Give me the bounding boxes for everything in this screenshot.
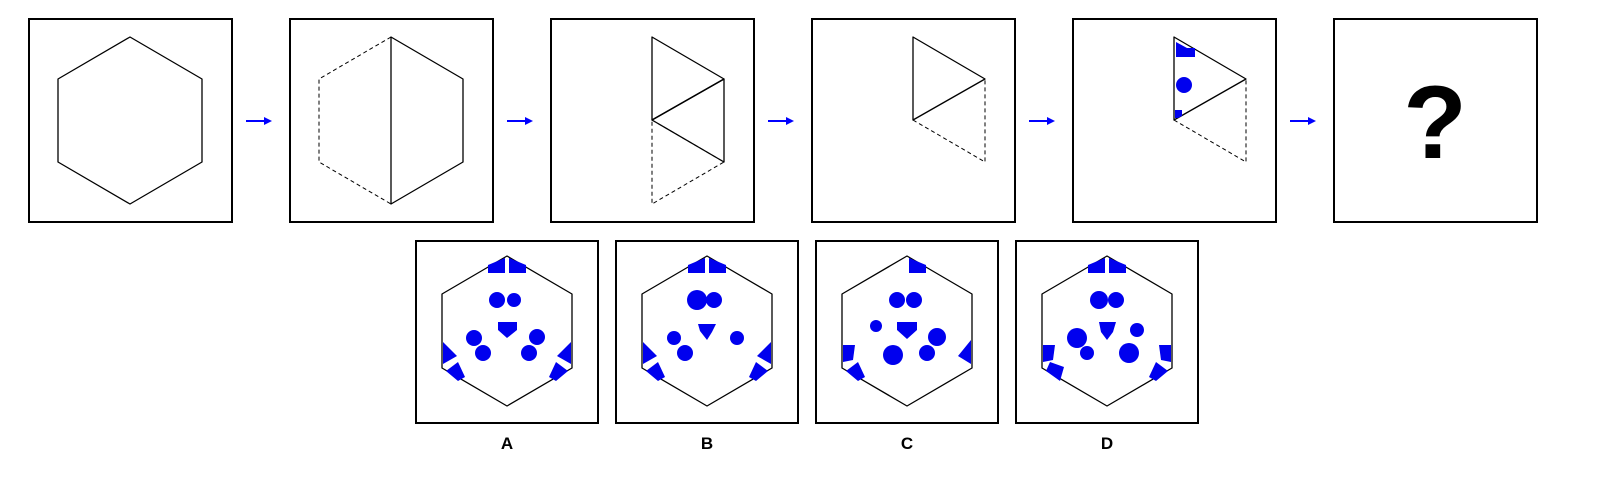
step-5-panel <box>1072 18 1277 223</box>
fold-3-shaded-triangle <box>912 36 986 121</box>
hole-left-edge <box>643 342 657 364</box>
hole-circle <box>667 331 681 345</box>
hole-bottom-left <box>1046 362 1064 381</box>
hole-circle <box>1067 328 1087 348</box>
step-2-panel <box>289 18 494 223</box>
hole-bottom-left <box>446 362 465 381</box>
option-a-holes <box>443 258 571 381</box>
hole-circle <box>466 330 482 346</box>
hole-top-right <box>1109 258 1126 273</box>
hole-left-edge <box>443 342 457 364</box>
question-frame <box>1333 18 1538 223</box>
hole-right-edge <box>1159 345 1171 362</box>
hole-center-arrow <box>698 324 716 340</box>
question-panel: ? <box>1333 18 1538 223</box>
punched-triangle <box>1173 36 1247 121</box>
hole-right-edge <box>557 342 571 364</box>
hole-circle <box>906 292 922 308</box>
hole-circle <box>1090 291 1108 309</box>
option-b[interactable]: B <box>615 240 799 453</box>
hole-circle <box>730 331 744 345</box>
arrow-4 <box>1029 117 1055 125</box>
hole-top-left <box>1088 258 1105 273</box>
option-d-label[interactable]: D <box>1101 434 1113 453</box>
option-b-label[interactable]: B <box>701 434 713 453</box>
arrow-5 <box>1290 117 1316 125</box>
option-b-hexagon <box>641 255 773 407</box>
option-c[interactable]: C <box>815 240 999 453</box>
option-d-holes <box>1043 258 1171 381</box>
option-d[interactable]: D <box>1015 240 1199 453</box>
hole-circle <box>1119 343 1139 363</box>
option-d-hexagon <box>1041 255 1173 407</box>
hole-top-left <box>688 258 705 273</box>
hole-circle <box>1130 323 1144 337</box>
hole-left-edge <box>843 345 855 362</box>
hole-left-edge <box>1043 345 1055 362</box>
fold-2-shaded-middle <box>651 78 725 163</box>
hole-right-edge <box>958 340 971 364</box>
step-1-frame <box>28 18 233 223</box>
hole-center-arrow <box>1099 322 1116 340</box>
hole-circle <box>507 293 521 307</box>
option-b-holes <box>643 258 771 381</box>
arrow-3 <box>768 117 794 125</box>
step-4-panel <box>811 18 1016 223</box>
hole-circle <box>529 329 545 345</box>
hole-right-edge <box>757 342 771 364</box>
hole-bottom-right <box>1149 362 1168 381</box>
option-a[interactable]: A <box>415 240 599 453</box>
hole-circle <box>489 292 505 308</box>
arrow-2 <box>507 117 533 125</box>
option-a-hexagon <box>441 255 573 407</box>
hole-circle <box>475 345 491 361</box>
option-c-label[interactable]: C <box>901 434 913 453</box>
punch-circle <box>1176 77 1192 93</box>
hole-top-left <box>488 258 505 273</box>
punch-corner-top <box>1176 42 1195 57</box>
hole-circle <box>870 320 882 332</box>
hole-top-right <box>709 258 726 273</box>
step-3-panel <box>550 18 755 223</box>
punch-corner-bottom <box>1175 110 1182 118</box>
option-c-hexagon <box>841 255 973 407</box>
hole-top-right <box>509 258 526 273</box>
hole-top-right <box>909 258 926 273</box>
option-c-holes <box>843 258 971 381</box>
hole-circle <box>677 345 693 361</box>
fold-1-shaded-half <box>390 36 464 205</box>
hole-circle <box>687 290 707 310</box>
arrow-1 <box>246 117 272 125</box>
hole-circle <box>889 292 905 308</box>
hole-bottom-right <box>549 362 568 381</box>
hole-circle <box>928 328 946 346</box>
hole-circle <box>919 345 935 361</box>
hole-bottom-left <box>646 362 665 381</box>
hole-center-arrow <box>897 322 917 339</box>
hole-circle <box>883 345 903 365</box>
unfolded-hexagon <box>57 36 203 205</box>
step-1-panel <box>28 18 233 223</box>
hole-circle <box>706 292 722 308</box>
hole-bottom-left <box>846 362 865 381</box>
option-a-label[interactable]: A <box>501 434 513 453</box>
question-mark: ? <box>1403 65 1467 181</box>
hole-bottom-right <box>749 362 768 381</box>
hole-circle <box>1080 346 1094 360</box>
hole-circle <box>521 345 537 361</box>
hole-center-arrow <box>498 322 517 338</box>
hole-circle <box>1108 292 1124 308</box>
